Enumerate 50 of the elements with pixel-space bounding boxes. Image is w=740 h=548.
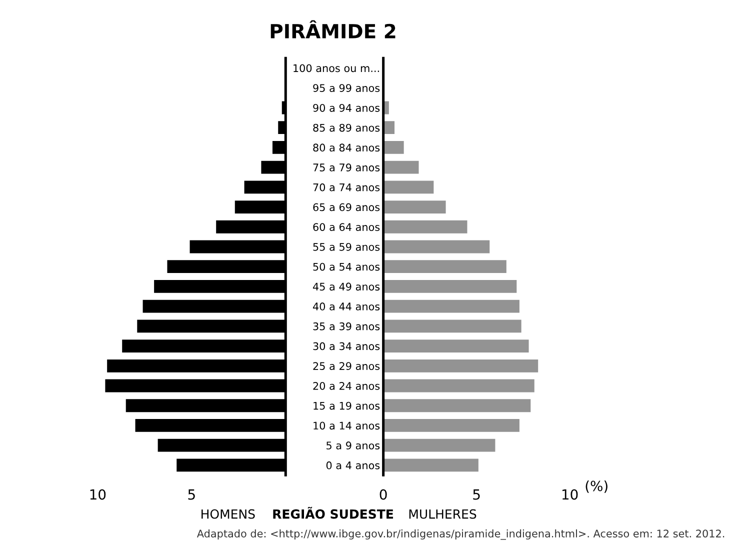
y-tick-label: 55 a 59 anos: [313, 242, 380, 251]
bar: [383, 180, 434, 194]
y-tick-label: 50 a 54 anos: [313, 262, 380, 271]
x-tick-label: 10: [562, 489, 578, 500]
bar: [383, 280, 517, 293]
y-tick-label: 65 a 69 anos: [313, 203, 380, 212]
x-axis-title: MULHERES: [409, 509, 476, 519]
bar: [383, 200, 446, 214]
y-tick-label: 75 a 79 anos: [313, 164, 380, 172]
bar: [383, 220, 468, 234]
y-tick-label: 10 a 14 anos: [314, 422, 380, 430]
bar: [383, 260, 506, 274]
bar: [383, 160, 419, 174]
text: REGIÃO SUDESTE: [273, 506, 394, 519]
y-tick-label: 60 a 64 anos: [313, 223, 380, 231]
y-tick-label: 70 a 74 anos: [313, 183, 380, 192]
bar: [383, 140, 404, 154]
bar: [383, 419, 520, 432]
y-tick-label: 35 a 39 anos: [313, 322, 380, 330]
bar: [383, 359, 538, 372]
y-tick-label: 95 a 99 anos: [313, 84, 380, 92]
text: (%): [586, 480, 608, 493]
x-tick-label: 0: [380, 489, 387, 500]
bar: [383, 121, 395, 134]
bar: [383, 399, 531, 412]
x-tick-label: 5: [473, 489, 480, 500]
text: Adaptado de: <http://www.ibge.gov.br/indigenas/piramide_indigena.html>. Acesso em: 12 set. 2012.: [196, 529, 724, 540]
y-tick-label: 5 a 9 anos: [326, 442, 380, 450]
bar: [383, 379, 534, 392]
y-tick-label: 85 a 89 anos: [313, 124, 380, 132]
text: PIRÂMIDE 2: [270, 20, 396, 38]
y-tick-label: 80 a 84 anos: [313, 144, 380, 152]
x-axis-title: HOMENS: [202, 509, 255, 519]
y-tick-label: 15 a 19 anos: [314, 402, 380, 410]
bar: [383, 438, 496, 452]
bar: [383, 458, 478, 472]
y-tick-label: 90 a 94 anos: [313, 104, 380, 112]
y-tick-label: 100 anos ou m...: [294, 64, 379, 72]
bar: [383, 240, 490, 254]
y-tick-label: 20 a 24 anos: [313, 382, 380, 390]
y-tick-label: 25 a 29 anos: [313, 362, 380, 370]
y-tick-label: 0 a 4 anos: [326, 461, 380, 470]
y-tick-label: 40 a 44 anos: [312, 302, 380, 310]
bar: [383, 320, 522, 333]
y-tick-label: 30 a 34 anos: [313, 342, 380, 350]
x-tick-label: 5: [188, 489, 195, 500]
bar: [383, 300, 520, 313]
x-tick-label: 10: [90, 489, 106, 500]
bar: [383, 340, 529, 352]
y-tick-label: 45 a 49 anos: [312, 282, 380, 291]
